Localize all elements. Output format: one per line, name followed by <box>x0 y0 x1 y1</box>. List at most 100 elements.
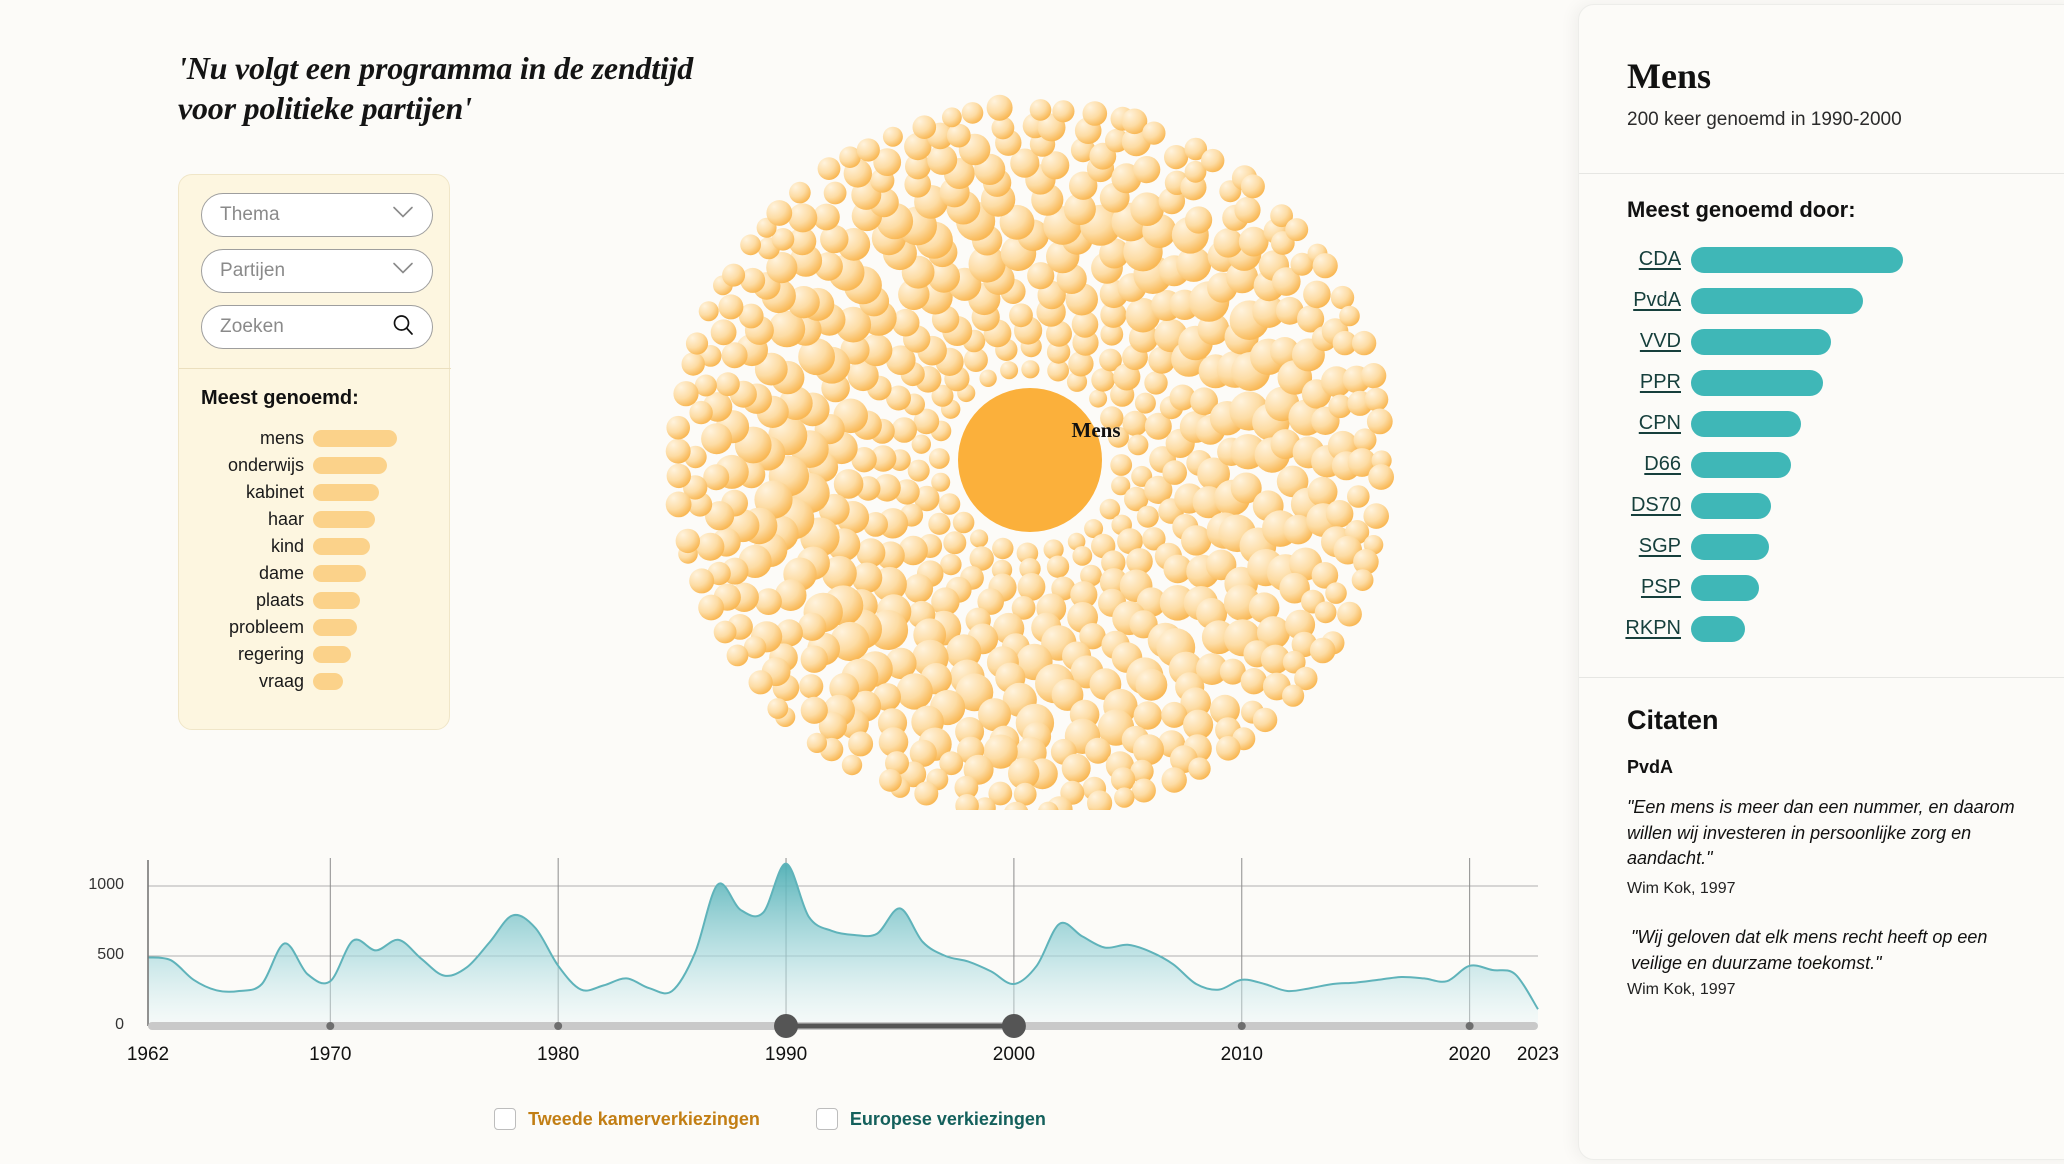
word-bubble[interactable] <box>1130 759 1154 784</box>
word-bubble[interactable] <box>1144 371 1168 395</box>
word-bubble[interactable] <box>1282 650 1306 674</box>
word-bubble[interactable] <box>955 673 994 712</box>
word-bubble[interactable] <box>1052 100 1075 123</box>
word-bubble[interactable] <box>1363 503 1389 529</box>
word-bubble[interactable] <box>1161 767 1187 793</box>
word-bubble[interactable] <box>1079 623 1106 650</box>
word-bubble[interactable] <box>1260 644 1291 674</box>
word-bubble[interactable] <box>979 369 997 387</box>
word-bubble[interactable] <box>1347 448 1377 477</box>
word-bubble[interactable] <box>1100 406 1124 430</box>
word-bubble[interactable] <box>988 781 1013 806</box>
word-bubble[interactable] <box>703 464 730 491</box>
word-bubble[interactable] <box>1347 485 1370 508</box>
word-bubble[interactable] <box>1183 709 1214 740</box>
word-bubble[interactable] <box>1163 554 1192 584</box>
word-bubble[interactable] <box>696 532 725 561</box>
word-bubble[interactable] <box>830 621 870 662</box>
word-bubble[interactable] <box>860 334 893 367</box>
word-bubble[interactable] <box>1021 360 1040 379</box>
word-bubble[interactable] <box>771 228 795 251</box>
word-bubble[interactable] <box>905 153 931 180</box>
word-bubble[interactable] <box>1339 305 1360 327</box>
word-bubble[interactable] <box>1144 412 1172 440</box>
word-bubble[interactable] <box>833 469 864 499</box>
word-bubble[interactable] <box>1209 694 1240 725</box>
word-bubble[interactable] <box>986 94 1013 121</box>
word-bubble[interactable] <box>1197 457 1230 491</box>
word-bubble[interactable] <box>1126 548 1153 575</box>
legend-checkbox[interactable] <box>494 1108 517 1130</box>
word-bubble[interactable] <box>1162 460 1187 485</box>
party-link-vvd[interactable]: VVD <box>1639 330 1681 352</box>
word-bubble[interactable] <box>798 612 827 641</box>
word-bubble[interactable] <box>878 727 909 757</box>
word-bubble[interactable] <box>939 751 964 776</box>
party-row[interactable]: CDA <box>1579 239 2064 280</box>
party-row[interactable]: RKPN <box>1579 608 2064 649</box>
timeline-chart[interactable]: 0 500 1000 1962 1970 1980 1990 2000 2010 2020 202… <box>88 840 1559 1080</box>
party-link-d66[interactable]: D66 <box>1644 453 1681 475</box>
party-link-cpn[interactable]: CPN <box>1638 412 1681 434</box>
word-bubble[interactable] <box>1100 322 1124 346</box>
word-bubble[interactable] <box>710 319 737 346</box>
most-named-row[interactable]: kabinet <box>179 479 451 506</box>
word-bubble[interactable] <box>1366 408 1393 435</box>
most-named-row[interactable]: mens <box>179 425 451 452</box>
legend-item[interactable]: Tweede kamerverkiezingen <box>494 1108 760 1130</box>
word-bubble[interactable] <box>800 645 828 673</box>
party-link-ppr[interactable]: PPR <box>1639 371 1681 393</box>
word-bubble[interactable] <box>718 294 744 320</box>
word-bubble[interactable] <box>1272 267 1301 296</box>
word-bubble[interactable] <box>1010 148 1040 178</box>
word-bubble[interactable] <box>798 338 835 376</box>
word-bubble[interactable] <box>896 673 933 710</box>
word-bubble[interactable] <box>904 132 932 161</box>
word-bubble[interactable] <box>698 301 719 322</box>
word-bubble[interactable] <box>1017 573 1046 601</box>
word-bubble[interactable] <box>942 107 962 128</box>
word-bubble[interactable] <box>1252 295 1285 328</box>
word-bubble[interactable] <box>927 260 960 293</box>
word-bubble[interactable] <box>1122 410 1148 436</box>
word-bubble[interactable] <box>789 181 811 204</box>
word-bubble[interactable] <box>1091 368 1115 392</box>
word-bubble[interactable] <box>665 491 692 518</box>
word-bubble[interactable] <box>1353 428 1377 452</box>
word-bubble[interactable] <box>1046 320 1072 347</box>
word-bubble[interactable] <box>1124 486 1149 512</box>
word-bubble[interactable] <box>1215 736 1241 761</box>
party-row[interactable]: DS70 <box>1579 485 2064 526</box>
word-bubble[interactable] <box>974 797 996 810</box>
word-bubble[interactable] <box>689 568 715 594</box>
word-bubble[interactable] <box>1127 434 1149 456</box>
word-bubble[interactable] <box>681 352 705 376</box>
word-bubble[interactable] <box>1312 253 1338 279</box>
most-named-row[interactable]: vraag <box>179 668 451 695</box>
word-bubble[interactable] <box>1133 156 1161 184</box>
timeline-tick-dot[interactable] <box>554 1022 563 1030</box>
word-bubble[interactable] <box>927 144 958 175</box>
word-bubble[interactable] <box>1099 348 1122 372</box>
word-bubble[interactable] <box>748 670 773 695</box>
party-row[interactable]: CPN <box>1579 403 2064 444</box>
word-bubble[interactable] <box>767 698 789 719</box>
timeline-tick-dot[interactable] <box>1237 1022 1246 1030</box>
word-bubble[interactable] <box>1270 204 1293 228</box>
word-bubble[interactable] <box>848 731 874 757</box>
word-bubble[interactable] <box>813 203 840 231</box>
word-bubble[interactable] <box>938 493 961 515</box>
word-bubble[interactable] <box>955 794 979 810</box>
word-bubble[interactable] <box>1351 569 1374 591</box>
word-bubble[interactable] <box>856 138 880 162</box>
word-bubble[interactable] <box>1201 148 1225 173</box>
word-bubble[interactable] <box>1337 601 1362 627</box>
word-bubble[interactable] <box>904 574 934 603</box>
word-bubble[interactable] <box>1196 653 1228 685</box>
word-bubble[interactable] <box>1169 384 1196 411</box>
word-bubble[interactable] <box>898 535 928 566</box>
word-bubble[interactable] <box>788 227 817 256</box>
word-bubble[interactable] <box>1066 371 1088 392</box>
word-bubble[interactable] <box>1353 549 1379 575</box>
word-bubble[interactable] <box>1185 206 1213 234</box>
